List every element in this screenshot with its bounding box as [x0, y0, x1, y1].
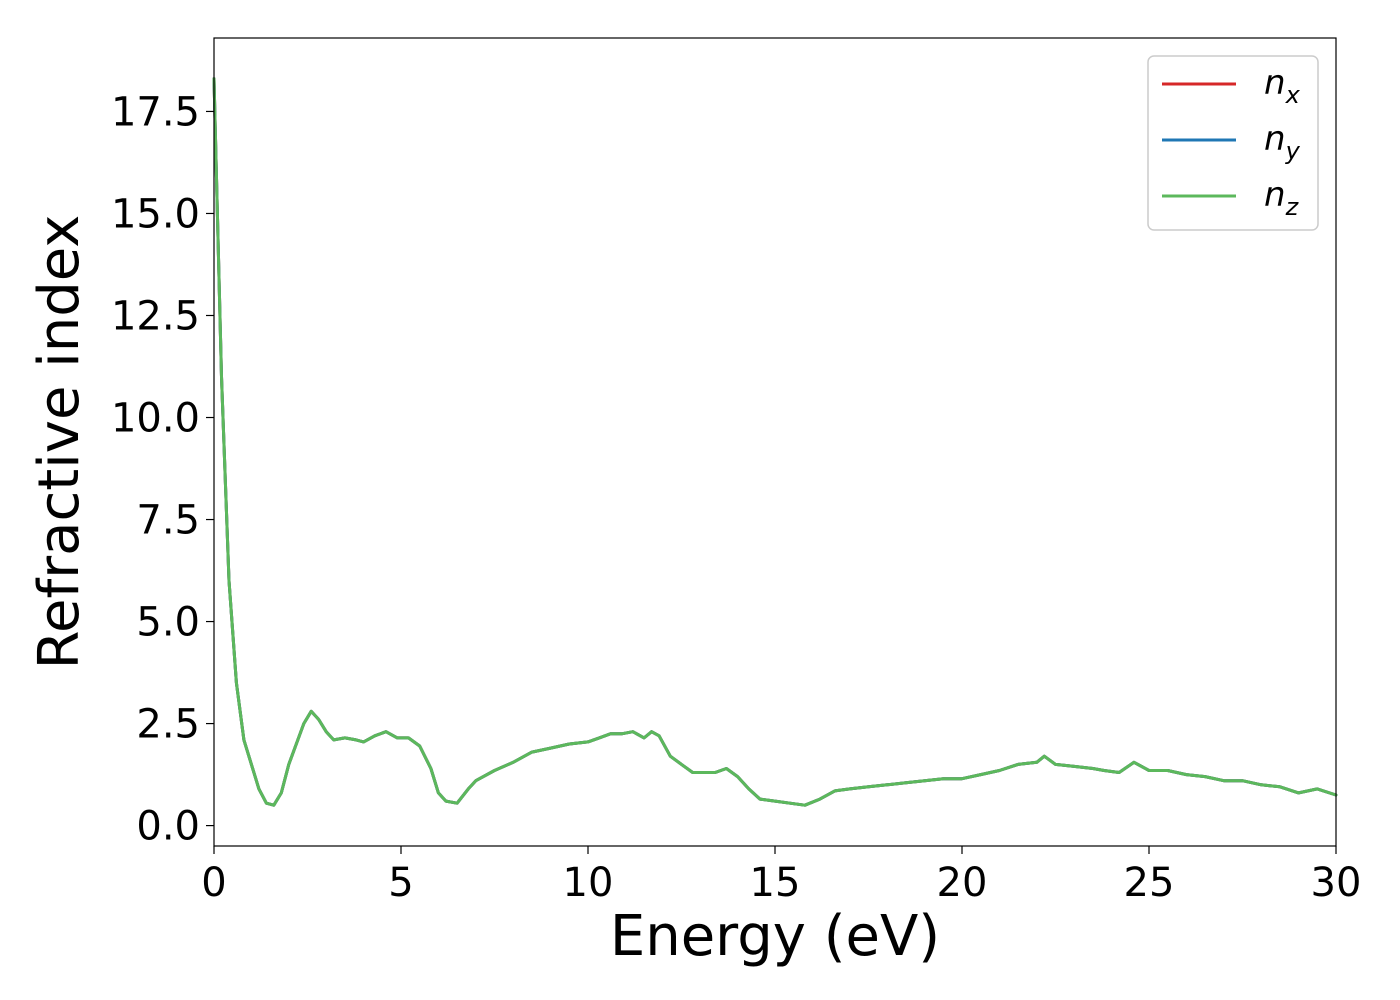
y-tick-label: 12.5 — [111, 293, 200, 339]
y-tick-label: 17.5 — [111, 89, 200, 135]
y-tick-label: 0.0 — [136, 804, 200, 850]
legend-label-base: n — [1264, 175, 1286, 215]
legend-label-base: n — [1264, 119, 1286, 159]
legend-label-ny: ny — [1264, 119, 1301, 165]
x-tick-label: 10 — [563, 860, 614, 906]
x-tick-label: 25 — [1124, 860, 1175, 906]
legend-label-nz: nz — [1264, 175, 1300, 221]
y-tick-label: 2.5 — [136, 702, 200, 748]
legend-label-subscript: z — [1285, 193, 1300, 221]
legend-label-base: n — [1264, 63, 1286, 103]
series-lines — [212, 77, 1338, 807]
x-tick-label: 5 — [388, 860, 413, 906]
legend-label-subscript: x — [1285, 81, 1301, 109]
y-tick-label: 15.0 — [111, 191, 200, 237]
x-tick-label: 15 — [750, 860, 801, 906]
series-line-n-z — [212, 77, 1338, 807]
x-tick-label: 30 — [1311, 860, 1362, 906]
y-tick-label: 7.5 — [136, 498, 200, 544]
y-tick-label: 10.0 — [111, 396, 200, 442]
y-axis-ticks: 0.0 2.5 5.0 7.5 10.0 12.5 15.0 17.5 — [111, 89, 214, 850]
legend-box — [1147, 55, 1319, 231]
x-axis-title: Energy (eV) — [610, 904, 940, 969]
y-tick-label: 5.0 — [136, 600, 200, 646]
x-axis-ticks: 0 5 10 15 20 25 30 — [201, 846, 1361, 906]
legend-label-nx: nx — [1264, 63, 1301, 109]
x-tick-label: 20 — [937, 860, 988, 906]
x-tick-label: 0 — [201, 860, 226, 906]
legend-label-subscript: y — [1285, 137, 1301, 165]
y-axis-title: Refractive index — [27, 215, 92, 670]
